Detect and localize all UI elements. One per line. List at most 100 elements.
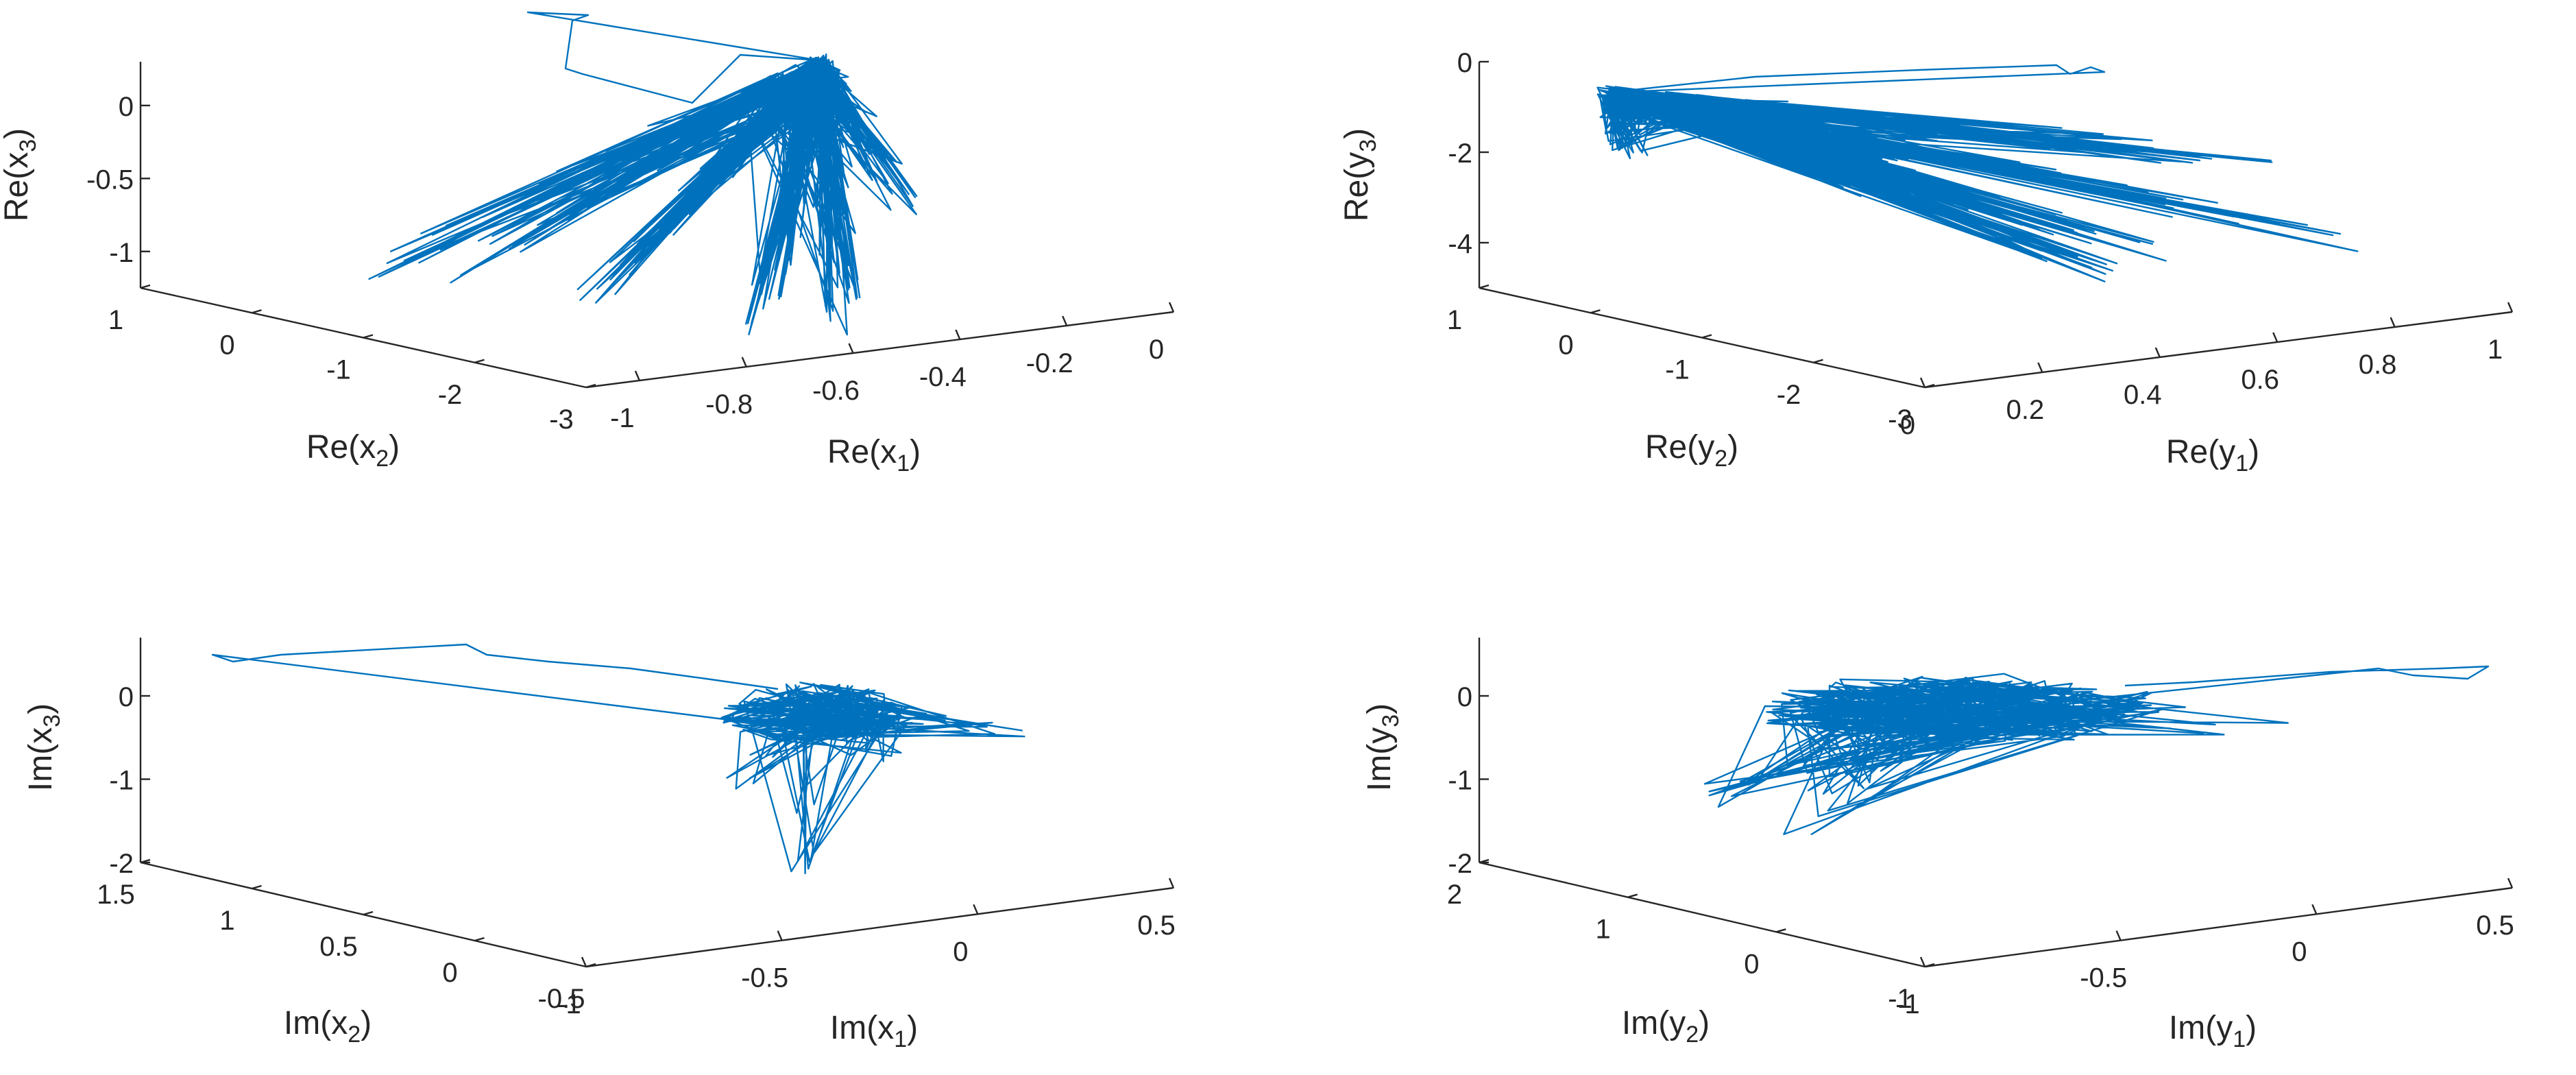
- z-tick-label: -2: [109, 849, 134, 879]
- x-tick-label: 0.5: [2476, 910, 2514, 941]
- x-tick-label: 0.5: [1137, 910, 1176, 941]
- y-tick-label: 0.5: [319, 932, 358, 962]
- y-tick: [1627, 893, 1638, 898]
- x-tick-label: 0.2: [2006, 395, 2045, 425]
- x-tick-label: 0.4: [2124, 380, 2162, 410]
- x-tick-label: 0: [1149, 335, 1164, 365]
- z-tick-label: 0: [119, 682, 134, 712]
- x-axis-label: Re(x1): [827, 434, 921, 476]
- x-tick: [2311, 904, 2318, 915]
- trajectory-line: [211, 643, 1025, 875]
- y-tick-label: 0: [442, 958, 457, 988]
- x-tick: [2037, 362, 2043, 373]
- subplot-bottom-left: -1-0.500.51.510.50-0.50-1-2Im(x1)Im(x2)I…: [23, 638, 1176, 1052]
- x-tick-label: -1: [610, 403, 635, 433]
- x-tick: [741, 357, 747, 367]
- x-tick: [777, 930, 783, 941]
- x-tick: [1919, 377, 1926, 388]
- y-tick: [1924, 963, 1935, 968]
- x-tick: [2390, 317, 2396, 328]
- y-tick-label: -2: [438, 380, 463, 410]
- x-tick: [2272, 332, 2279, 343]
- x-axis-label: Re(y1): [2166, 434, 2259, 476]
- y-tick-label: -0.5: [538, 984, 585, 1014]
- y-tick-label: -1: [1665, 355, 1690, 385]
- z-axis-label: Re(y3): [1339, 128, 1381, 221]
- x-tick: [1919, 956, 1926, 967]
- z-axis-label: Im(y3): [1361, 703, 1404, 791]
- x-tick-label: -1: [1895, 989, 1920, 1019]
- y-axis-line: [1479, 861, 1925, 968]
- x-tick: [1062, 315, 1068, 326]
- x-tick-label: 0: [1900, 410, 1915, 440]
- x-tick: [581, 956, 587, 967]
- z-axis-label: Re(x3): [0, 128, 41, 221]
- y-tick-label: 1.5: [97, 880, 135, 910]
- x-tick: [1168, 302, 1175, 313]
- y-tick: [363, 910, 374, 916]
- y-tick-label: 1: [1447, 305, 1462, 335]
- y-tick: [363, 334, 374, 339]
- y-tick-label: -1: [326, 355, 351, 385]
- trajectory-line: [1703, 665, 2490, 836]
- z-tick-label: -0.5: [86, 165, 134, 195]
- subplot-top-left: -1 -0.8 -0.6 -0.4 -0.2 0 1 0 -1 -2 -3 0 -0.5 -1 Re(x1)…: [0, 11, 1175, 476]
- y-tick: [585, 963, 596, 968]
- z-tick-label: -1: [109, 766, 134, 796]
- y-tick: [474, 359, 485, 363]
- y-axis-label: Re(y2): [1645, 429, 1738, 472]
- x-axis-line: [1924, 886, 2513, 968]
- z-tick-label: -1: [1448, 766, 1472, 796]
- x-axis-line: [1924, 311, 2513, 389]
- y-tick-label: 1: [108, 305, 123, 335]
- x-axis-label: Im(y1): [2169, 1010, 2257, 1052]
- y-tick: [1813, 359, 1823, 363]
- y-tick-label: 0: [1558, 330, 1573, 360]
- subplot-bottom-right: -1 -0.5 0 0.5 2 1 0 -1 0 -1 -2 Im(y1) Im(y2) Im(y3): [1361, 638, 2514, 1052]
- z-tick-label: -1: [109, 238, 134, 268]
- x-tick: [2115, 930, 2122, 941]
- y-tick-label: -2: [1777, 380, 1801, 410]
- z-tick-label: -2: [1448, 138, 1472, 169]
- z-tick-label: -2: [1448, 849, 1472, 879]
- y-tick: [140, 284, 151, 289]
- z-tick-label: -4: [1448, 229, 1472, 259]
- x-tick: [955, 329, 961, 340]
- x-tick: [973, 904, 979, 915]
- y-axis-label: Im(y2): [1622, 1005, 1710, 1048]
- x-tick: [2507, 878, 2514, 889]
- y-tick-label: 0: [1744, 949, 1759, 979]
- x-tick-label: -0.5: [2080, 963, 2127, 993]
- y-tick-label: 1: [1596, 915, 1611, 945]
- x-tick-label: 1: [2488, 335, 2503, 365]
- x-tick-label: -0.4: [919, 362, 967, 392]
- y-axis-label: Re(x2): [306, 429, 400, 472]
- x-tick: [634, 370, 641, 381]
- y-tick-label: 2: [1447, 880, 1462, 910]
- x-tick-label: 0.8: [2359, 350, 2397, 380]
- y-tick-label: -1: [1888, 984, 1912, 1014]
- y-tick-label: -3: [549, 404, 574, 435]
- z-tick-label: 0: [1457, 48, 1472, 78]
- x-axis-line: [585, 886, 1174, 968]
- x-tick: [2507, 302, 2514, 313]
- y-tick: [1776, 928, 1786, 933]
- y-tick-label: -3: [1888, 404, 1912, 435]
- y-tick: [585, 383, 596, 389]
- x-axis-label: Im(x1): [830, 1010, 918, 1052]
- y-tick: [252, 309, 262, 314]
- y-tick: [1924, 383, 1935, 389]
- x-tick: [1168, 878, 1175, 889]
- y-tick: [1479, 284, 1490, 289]
- x-tick-label: 0: [2292, 937, 2307, 967]
- y-tick: [1701, 334, 1712, 339]
- z-tick-label: 0: [119, 92, 134, 122]
- x-tick: [2154, 347, 2161, 358]
- y-tick: [252, 884, 262, 890]
- y-tick: [474, 937, 485, 942]
- y-tick: [1590, 309, 1601, 314]
- x-tick: [848, 343, 854, 354]
- x-tick-label: 0: [953, 937, 968, 967]
- z-axis-label: Im(x3): [23, 703, 65, 791]
- z-tick-label: 0: [1457, 682, 1472, 712]
